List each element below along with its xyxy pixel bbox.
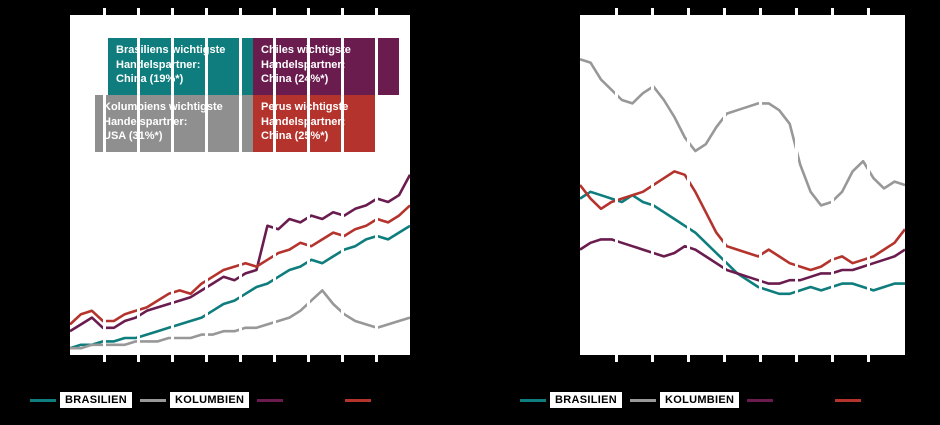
chart-right (580, 8, 905, 362)
legend-label: KOLUMBIEN (169, 392, 250, 408)
legend-label: KOLUMBIEN (659, 392, 740, 408)
legend-label-hidden (287, 400, 345, 401)
legend-swatch-purple (257, 398, 284, 402)
legend-label: BRASILIEN (60, 392, 132, 408)
legend-swatch-gray (629, 398, 656, 402)
legend-label-hidden (375, 400, 433, 401)
legend-swatch-gray (139, 398, 166, 402)
series-line-kolumbien (580, 57, 905, 207)
legend-swatch-teal (30, 398, 56, 402)
legend-label: BRASILIEN (550, 392, 622, 408)
legend-swatch-purple (747, 398, 774, 402)
legend-left: BRASILIEN KOLUMBIEN (30, 390, 433, 410)
legend-item-brasilien: BRASILIEN (520, 392, 630, 408)
legend-item-kolumbien: KOLUMBIEN (629, 392, 747, 408)
legend-item-purple (257, 398, 345, 402)
chart-left: Brasiliens wichtigste Handelspartner: Ch… (70, 8, 410, 362)
legend-item-red (835, 398, 923, 402)
legend-swatch-red (345, 398, 372, 402)
legend-row: BRASILIEN KOLUMBIEN BRASILIEN KOLUMBIEN (0, 390, 940, 412)
annotation-peru: Perus wichtigste Handelspartner: China (… (253, 95, 375, 152)
legend-item-kolumbien: KOLUMBIEN (139, 392, 257, 408)
legend-swatch-red (835, 398, 862, 402)
chart-right-plot (580, 15, 905, 355)
annotation-kolumbien: Kolumbiens wichtigste Handelspartner: US… (95, 95, 253, 152)
legend-swatch-teal (520, 398, 546, 402)
legend-label-hidden (777, 400, 835, 401)
chart-right-lines (580, 57, 905, 296)
legend-label-hidden (865, 400, 923, 401)
chart-left-annotations: Brasiliens wichtigste Handelspartner: Ch… (70, 15, 410, 355)
legend-item-purple (747, 398, 835, 402)
series-line-chile (580, 238, 905, 285)
annotation-brasilien: Brasiliens wichtigste Handelspartner: Ch… (108, 38, 253, 95)
legend-item-brasilien: BRASILIEN (30, 392, 140, 408)
series-line-brasilien (580, 190, 905, 296)
annotation-chile: Chiles wichtigste Handelspartner: China … (253, 38, 399, 95)
legend-right: BRASILIEN KOLUMBIEN (520, 390, 923, 410)
series-line-peru (580, 170, 905, 272)
legend-item-red (345, 398, 433, 402)
